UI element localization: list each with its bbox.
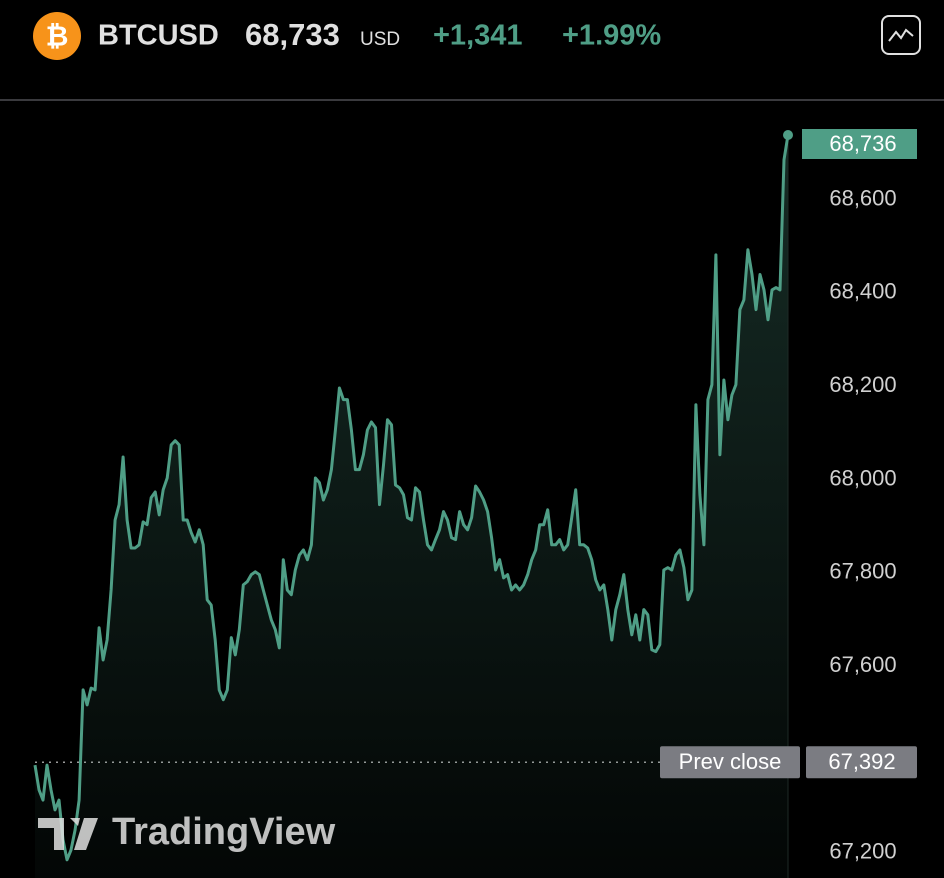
button-icon[interactable] — [888, 28, 914, 42]
prev-close-value: 67,392 — [828, 749, 895, 774]
price-line — [33, 134, 790, 862]
symbol: BTCUSD — [98, 20, 219, 52]
y-tick-label: 68,000 — [829, 465, 896, 490]
last-label: 68,736 — [829, 131, 896, 156]
last-point — [783, 130, 793, 141]
watermark-logo — [38, 818, 98, 850]
coin-icon — [33, 12, 81, 60]
button-frame[interactable] — [881, 15, 921, 55]
plot: 67,200 67,600 67,800 68,000 68,200 68,400 68,6… — [33, 129, 917, 878]
currency: USD — [360, 29, 400, 50]
y-tick-label: 67,200 — [829, 839, 896, 864]
prev-close-box — [660, 746, 800, 779]
change: +1,341 — [433, 20, 523, 52]
y-tick-label: 68,200 — [829, 372, 896, 397]
coin-symbol: ₿ — [46, 20, 69, 51]
y-tick-label: 67,600 — [829, 652, 896, 677]
y-tick-label: 68,400 — [829, 279, 896, 304]
chart-button[interactable] — [881, 15, 921, 55]
prev-close-value-box — [806, 746, 917, 779]
last-label-box — [802, 129, 917, 160]
price: 68,733 — [245, 17, 340, 52]
change-percent: +1.99% — [562, 20, 661, 52]
y-tick-label: 67,800 — [829, 559, 896, 584]
y-tick-label: 68,600 — [829, 185, 896, 210]
area — [35, 135, 788, 878]
watermark: TradingView — [38, 811, 336, 853]
watermark-text: TradingView — [112, 811, 336, 853]
prev-close-label: Prev close — [679, 749, 782, 774]
